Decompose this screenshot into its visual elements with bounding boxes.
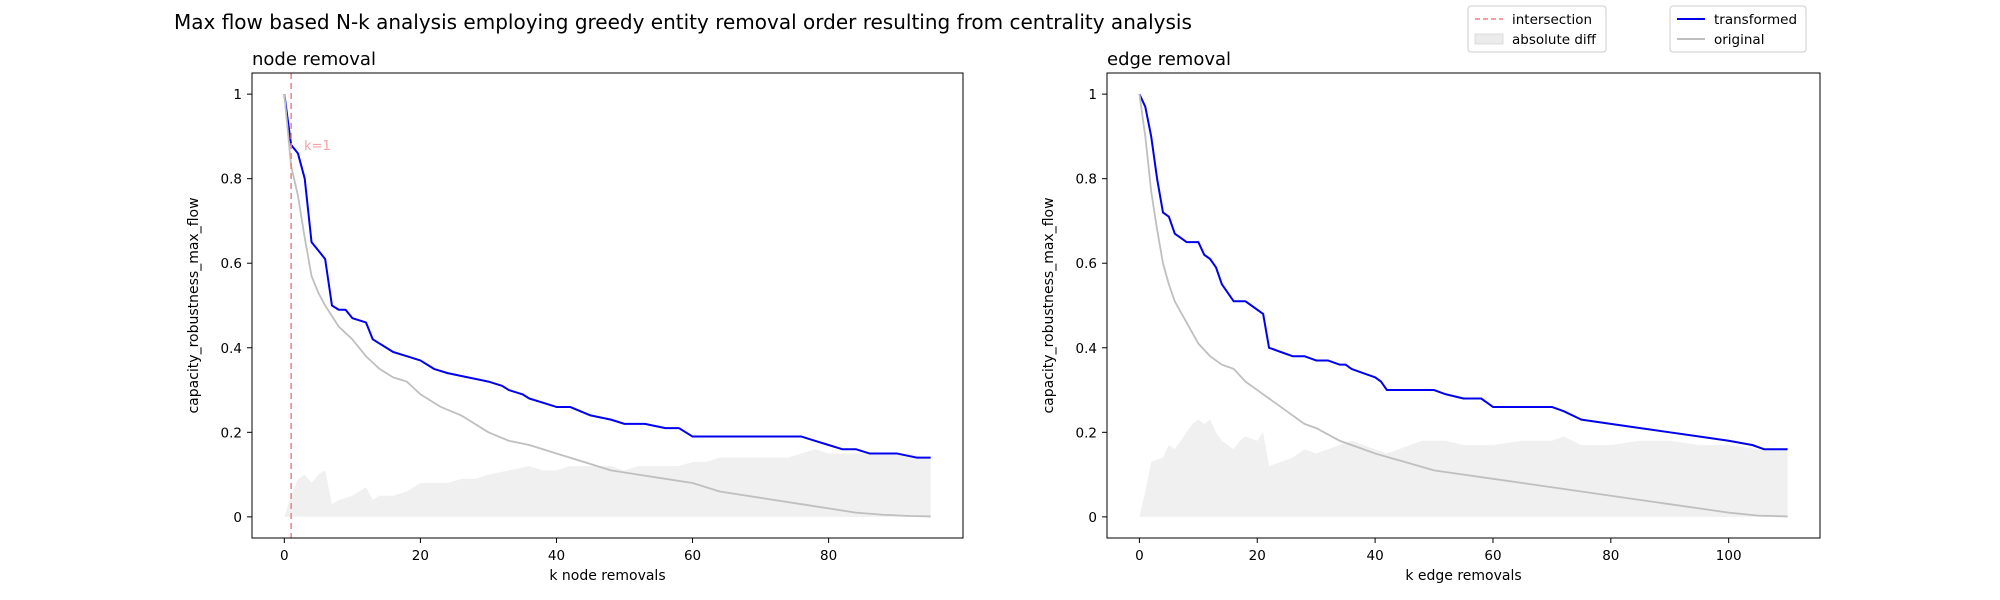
legend-right-frame [1669, 5, 1807, 53]
edge-y-tick-label: 0 [1088, 510, 1097, 526]
figure-title: Max flow based N-k analysis employing gr… [174, 10, 1192, 34]
edge-y-tick-label: 0.2 [1076, 425, 1097, 441]
node-removal-panel: k=1 0 20 40 60 80 0 0.2 0.4 0.6 0.8 1 node removal k … [186, 49, 964, 584]
node-y-tick-label: 0.4 [221, 341, 242, 357]
edge-plot-frame [1106, 72, 1821, 539]
legend-transformed-label: transformed [1714, 12, 1797, 28]
legend-right: transformed original [1669, 5, 1807, 53]
edge-transformed-line [1138, 93, 1788, 451]
node-intersection-label: k=1 [304, 139, 331, 154]
node-x-tick-label: 60 [684, 548, 701, 564]
node-x-axis-label: k node removals [549, 568, 665, 584]
edge-y-tick-label: 0.8 [1076, 172, 1097, 188]
edge-absolute-diff-area [1139, 419, 1788, 517]
edge-x-tick-label: 40 [1367, 548, 1384, 564]
node-original-line [283, 94, 931, 518]
node-plot-frame [251, 72, 964, 539]
node-transformed-line [283, 94, 931, 459]
edge-x-axis-label: k edge removals [1405, 568, 1521, 584]
edge-removal-panel: 0 20 40 60 80 100 0 0.2 0.4 0.6 0.8 1 edge removal k … [1041, 49, 1821, 584]
node-y-tick-label: 0.6 [221, 256, 242, 272]
node-panel-title: node removal [252, 49, 376, 70]
edge-panel-title: edge removal [1107, 49, 1231, 70]
node-y-tick-label: 0 [233, 510, 242, 526]
legend-absolute-diff-swatch [1474, 33, 1504, 45]
edge-x-tick-label: 60 [1484, 548, 1501, 564]
node-x-tick-label: 0 [280, 548, 289, 564]
node-x-tick-label: 20 [412, 548, 429, 564]
edge-y-axis-label: capacity_robustness_max_flow [1041, 197, 1057, 413]
node-y-tick-label: 0.2 [221, 425, 242, 441]
legend-intersection-label: intersection [1512, 12, 1592, 28]
edge-y-tick-label: 0.4 [1076, 341, 1097, 357]
edge-x-tick-label: 0 [1135, 548, 1144, 564]
edge-y-tick-label: 1 [1088, 87, 1097, 103]
legend-original-label: original [1714, 32, 1764, 48]
legend-absolute-diff-label: absolute diff [1512, 32, 1597, 48]
edge-x-tick-label: 80 [1602, 548, 1619, 564]
node-y-tick-label: 0.8 [221, 172, 242, 188]
node-absolute-diff-area [284, 449, 931, 517]
node-y-tick-label: 1 [233, 87, 242, 103]
edge-y-tick-label: 0.6 [1076, 256, 1097, 272]
edge-x-tick-label: 20 [1249, 548, 1266, 564]
edge-original-line [1138, 94, 1788, 518]
node-y-axis-label: capacity_robustness_max_flow [186, 197, 202, 413]
edge-x-tick-label: 100 [1716, 548, 1742, 564]
node-x-tick-label: 40 [548, 548, 565, 564]
node-x-tick-label: 80 [820, 548, 837, 564]
legend-left: intersection absolute diff [1467, 5, 1607, 53]
